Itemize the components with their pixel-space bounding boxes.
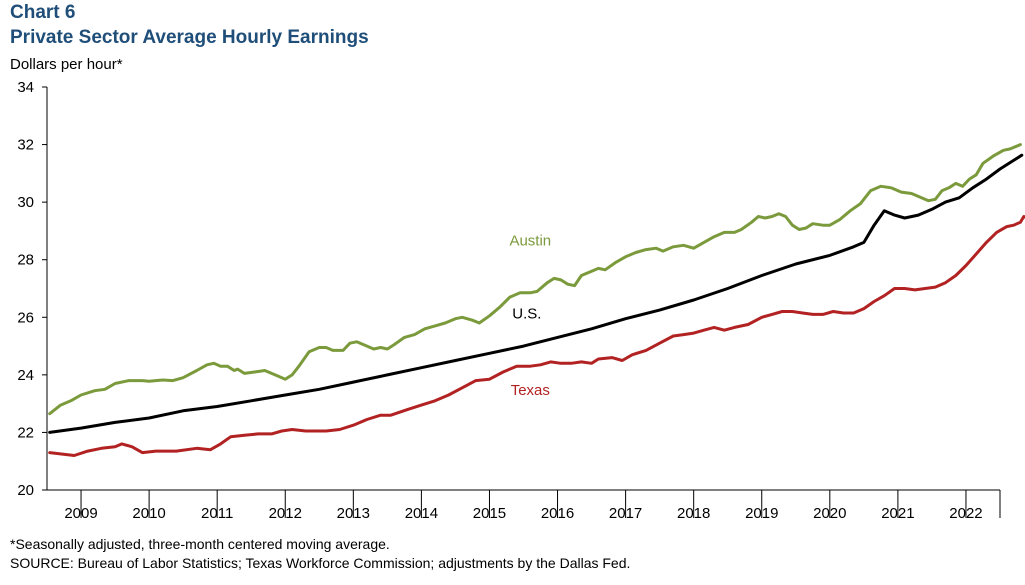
series-labels: $32.00$31.63$29.56AustinU.S.Texas: [509, 232, 551, 399]
x-axis: 2009 2010 2011 2012 2013 2014 2015 2016 2017 2018…: [47, 489, 1001, 522]
x-tick-label: 2020: [813, 505, 846, 522]
y-tick-label: 26: [17, 309, 34, 326]
series-name-label: U.S.: [512, 306, 541, 323]
series-line-austin: [48, 143, 1022, 416]
x-tick-label: 2013: [337, 505, 370, 522]
y-tick-label: 28: [17, 252, 34, 269]
y-axis-unit-label: Dollars per hour*: [10, 56, 123, 73]
series-line-us: [48, 153, 1024, 434]
y-tick-label: 24: [17, 367, 34, 384]
x-tick-label: 2019: [745, 505, 778, 522]
x-tick-label: 2016: [541, 505, 574, 522]
y-tick-label: 20: [17, 482, 34, 499]
x-tick-label: 2009: [64, 505, 97, 522]
x-tick-label: 2012: [269, 505, 302, 522]
x-tick-label: 2018: [677, 505, 710, 522]
x-tick-label: 2010: [132, 505, 165, 522]
series-line-texas: [48, 215, 1025, 457]
x-tick-label: 2022: [949, 505, 982, 522]
chart-number: Chart 6: [10, 2, 76, 23]
chart-title: Private Sector Average Hourly Earnings: [10, 27, 369, 48]
x-tick-label: 2017: [609, 505, 642, 522]
series-lines: [48, 143, 1025, 457]
y-tick-label: 30: [17, 194, 34, 211]
x-tick-label: 2021: [881, 505, 914, 522]
y-axis: 20 22 24 26 28 30 32 34: [17, 79, 48, 499]
y-tick-label: 34: [17, 79, 34, 96]
source-note: SOURCE: Bureau of Labor Statistics; Texa…: [10, 555, 631, 571]
series-name-label: Texas: [511, 382, 550, 399]
y-tick-label: 32: [17, 137, 34, 154]
x-tick-label: 2011: [201, 505, 233, 522]
series-name-label: Austin: [509, 232, 551, 249]
y-tick-label: 22: [17, 424, 34, 441]
x-tick-label: 2014: [405, 505, 438, 522]
footnote: *Seasonally adjusted, three-month center…: [10, 536, 390, 552]
x-tick-label: 2015: [473, 505, 506, 522]
